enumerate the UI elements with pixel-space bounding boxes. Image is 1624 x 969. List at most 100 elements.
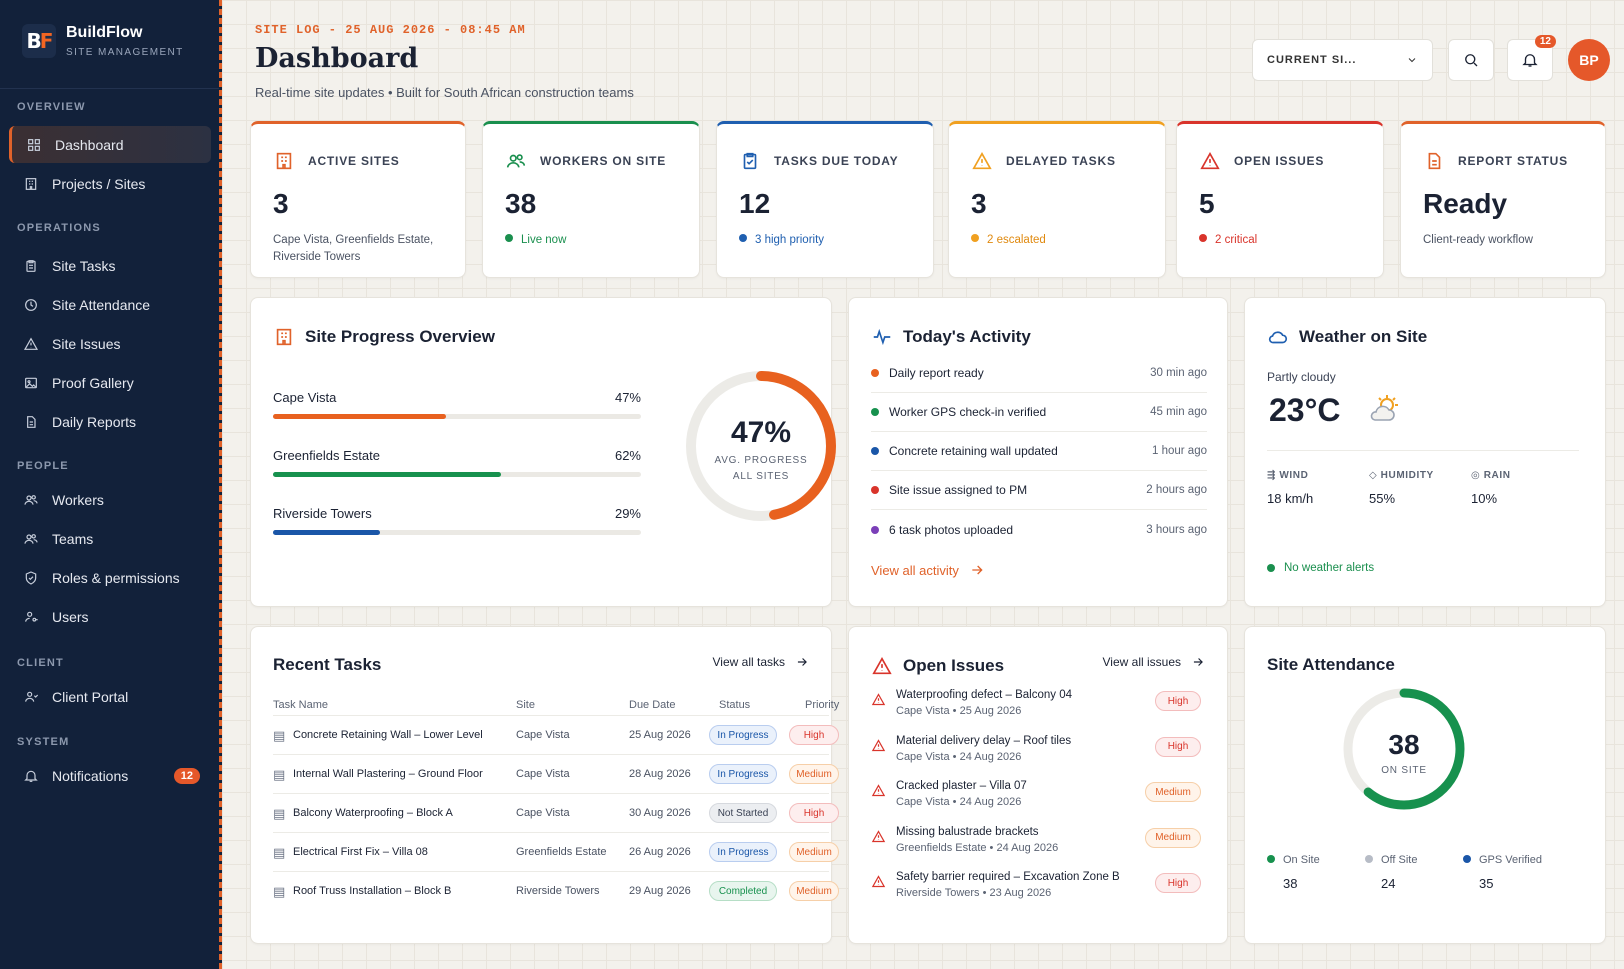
column-header: Priority xyxy=(805,699,840,711)
task-due-date: 30 Aug 2026 xyxy=(629,807,691,819)
activity-text: 6 task photos uploaded xyxy=(889,522,1014,537)
activity-dot xyxy=(871,369,879,377)
open-issues-card: Open Issues View all issues Waterproofin… xyxy=(848,626,1228,944)
task-name: Roof Truss Installation – Block B xyxy=(293,885,452,897)
kpi-card-active-sites[interactable]: ACTIVE SITES 3 Cape Vista, Greenfields E… xyxy=(250,121,466,278)
notifications-button[interactable]: 12 xyxy=(1507,35,1556,81)
sidebar-item-teams[interactable]: Teams xyxy=(9,520,211,557)
status-badge: In Progress xyxy=(709,842,777,862)
activity-item[interactable]: Site issue assigned to PM 2 hours ago xyxy=(871,471,1207,510)
kpi-card-delayed-tasks[interactable]: DELAYED TASKS 3 2 escalated xyxy=(948,121,1166,278)
sidebar-item-roles-permissions[interactable]: Roles & permissions xyxy=(9,559,211,596)
progress-bar xyxy=(273,530,641,535)
kpi-label: OPEN ISSUES xyxy=(1234,154,1325,168)
table-row[interactable]: ▤ Roof Truss Installation – Block B Rivers… xyxy=(273,871,839,910)
sidebar-item-notifications[interactable]: Notifications 12 xyxy=(9,757,211,794)
sidebar-item-site-attendance[interactable]: Site Attendance xyxy=(9,286,211,323)
site-progress-card: Site Progress Overview Cape Vista 47% Gr… xyxy=(250,297,836,607)
kpi-label: DELAYED TASKS xyxy=(1006,154,1116,168)
progress-row-greenfields: Greenfields Estate 62% xyxy=(273,448,641,477)
progress-ring xyxy=(686,371,836,521)
notifications-badge: 12 xyxy=(173,767,200,784)
section-label-overview: OVERVIEW xyxy=(17,101,86,113)
kpi-label: TASKS DUE TODAY xyxy=(774,154,899,168)
priority-badge: High xyxy=(1155,873,1201,893)
kpi-card-report-status[interactable]: REPORT STATUS Ready Client-ready workflo… xyxy=(1400,121,1606,278)
wind-label: WIND xyxy=(1279,470,1309,481)
kpi-note: 2 escalated xyxy=(987,234,1046,246)
task-site: Cape Vista xyxy=(516,729,570,741)
legend-label: GPS Verified xyxy=(1479,854,1542,866)
status-badge: Completed xyxy=(709,881,777,901)
sidebar-item-site-issues[interactable]: Site Issues xyxy=(9,325,211,362)
view-all-activity-link[interactable]: View all activity xyxy=(871,562,985,578)
view-all-issues-link[interactable]: View all issues xyxy=(1103,655,1205,669)
sidebar-item-proof-gallery[interactable]: Proof Gallery xyxy=(9,364,211,401)
warning-icon xyxy=(871,784,886,797)
table-row[interactable]: ▤ Electrical First Fix – Villa 08 Greenfie… xyxy=(273,832,839,871)
activity-item[interactable]: 6 task photos uploaded 3 hours ago xyxy=(871,510,1207,549)
arrow-right-icon xyxy=(972,565,983,575)
sidebar-item-client-portal[interactable]: Client Portal xyxy=(9,678,211,715)
activity-item[interactable]: Concrete retaining wall updated 1 hour ag… xyxy=(871,432,1207,471)
activity-time: 1 hour ago xyxy=(1152,445,1207,457)
activity-item[interactable]: Daily report ready 30 min ago xyxy=(871,354,1207,393)
site-select[interactable]: CURRENT SI... xyxy=(1252,39,1433,81)
legend-dot xyxy=(1267,855,1275,863)
task-due-date: 25 Aug 2026 xyxy=(629,729,691,741)
view-all-tasks-link[interactable]: View all tasks xyxy=(713,655,809,669)
search-button[interactable] xyxy=(1448,39,1494,81)
progress-row-riverside: Riverside Towers 29% xyxy=(273,506,641,535)
table-row[interactable]: ▤ Balcony Waterproofing – Block A Cape Vis… xyxy=(273,793,839,832)
sidebar-item-site-tasks[interactable]: Site Tasks xyxy=(9,247,211,284)
priority-badge: Medium xyxy=(789,842,839,862)
priority-badge: Medium xyxy=(1145,782,1201,802)
activity-pulse-icon xyxy=(873,328,891,346)
card-title: Today's Activity xyxy=(903,327,1031,346)
kpi-card-workers-on-site[interactable]: WORKERS ON SITE 38 Live now xyxy=(482,121,700,278)
issue-item[interactable]: Waterproofing defect – Balcony 04 Cape Vi… xyxy=(871,689,1201,733)
issue-item[interactable]: Cracked plaster – Villa 07 Cape Vista • 2… xyxy=(871,780,1201,824)
progress-bar xyxy=(273,414,641,419)
status-dot xyxy=(739,234,747,242)
link-label: View all issues xyxy=(1102,655,1181,669)
avatar[interactable]: BP xyxy=(1568,39,1610,81)
sidebar-item-daily-reports[interactable]: Daily Reports xyxy=(9,403,211,440)
priority-badge: High xyxy=(789,725,839,745)
issue-title: Safety barrier required – Excavation Zon… xyxy=(896,871,1120,883)
issue-item[interactable]: Material delivery delay – Roof tiles Cape… xyxy=(871,735,1201,779)
kpi-card-tasks-due-today[interactable]: TASKS DUE TODAY 12 3 high priority xyxy=(716,121,934,278)
kpi-note: Live now xyxy=(521,234,567,246)
task-due-date: 26 Aug 2026 xyxy=(629,846,691,858)
weather-humidity: ◇ HUMIDITY 55% xyxy=(1369,470,1434,506)
activity-item[interactable]: Worker GPS check-in verified 45 min ago xyxy=(871,393,1207,432)
recent-tasks-card: Recent Tasks View all tasks Task Name Si… xyxy=(250,626,839,944)
section-label-people: PEOPLE xyxy=(17,460,69,472)
page-subtitle: Real-time site updates • Built for South… xyxy=(255,85,634,100)
task-name: Concrete Retaining Wall – Lower Level xyxy=(293,729,483,741)
sidebar-item-dashboard[interactable]: Dashboard xyxy=(9,126,211,163)
sidebar-item-users[interactable]: Users xyxy=(9,598,211,635)
activity-card: Today's Activity Daily report ready 30 mi… xyxy=(848,297,1228,607)
issue-item[interactable]: Missing balustrade brackets Greenfields E… xyxy=(871,826,1201,870)
cloud-icon xyxy=(1268,331,1288,344)
priority-badge: Medium xyxy=(1145,827,1201,848)
bell-icon xyxy=(1522,54,1538,67)
legend-dot xyxy=(1365,855,1373,863)
search-icon xyxy=(1465,54,1478,67)
priority-badge: High xyxy=(789,803,839,823)
task-name: Electrical First Fix – Villa 08 xyxy=(293,846,428,858)
kpi-note: Cape Vista, Greenfields Estate, Riversid… xyxy=(273,234,434,263)
sidebar-item-projects[interactable]: Projects / Sites xyxy=(9,165,211,202)
table-row[interactable]: ▤ Concrete Retaining Wall – Lower Level Ca… xyxy=(273,715,839,754)
table-row[interactable]: ▤ Internal Wall Plastering – Ground Floor… xyxy=(273,754,839,793)
sidebar-item-label: Dashboard xyxy=(55,136,124,153)
warning-icon xyxy=(871,738,886,751)
warning-icon xyxy=(22,335,40,353)
weather-wind: ⇶ WIND 18 km/h xyxy=(1267,470,1313,506)
team-icon xyxy=(22,530,40,548)
sidebar-item-workers[interactable]: Workers xyxy=(9,481,211,518)
kpi-card-open-issues[interactable]: OPEN ISSUES 5 2 critical xyxy=(1176,121,1384,278)
issue-item[interactable]: Safety barrier required – Excavation Zon… xyxy=(871,871,1201,915)
